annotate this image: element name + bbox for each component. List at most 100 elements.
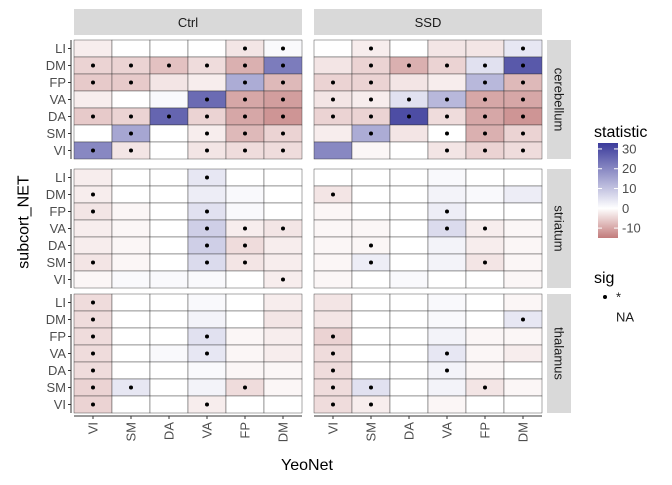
heatmap-cell — [73, 270, 113, 289]
heatmap-cell — [389, 327, 429, 346]
heatmap-cell — [465, 236, 505, 255]
heatmap-cell — [149, 378, 189, 397]
significance-dot — [483, 80, 487, 85]
significance-dot — [91, 209, 95, 214]
significance-dot — [331, 402, 335, 407]
heatmap-cell — [389, 168, 429, 187]
panel-ssd-cerebellum — [313, 39, 543, 160]
significance-dot — [521, 131, 525, 136]
y-tick-label: FP — [49, 75, 66, 90]
heatmap-cell — [263, 202, 303, 221]
heatmap-cell — [427, 39, 467, 58]
significance-dot — [331, 97, 335, 102]
heatmap-cell — [465, 361, 505, 380]
significance-dot — [483, 148, 487, 153]
heatmap-cell — [187, 39, 227, 58]
heatmap-cell — [465, 293, 505, 312]
y-tick-label: LI — [55, 41, 66, 56]
x-tick-label: SM — [364, 422, 379, 442]
color-bar-label: -10 — [622, 221, 641, 236]
significance-dot — [205, 97, 209, 102]
heatmap-cell — [263, 378, 303, 397]
panel-ctrl-thalamus — [73, 293, 303, 414]
heatmap-cell — [389, 124, 429, 143]
heatmap-cell — [149, 395, 189, 414]
heatmap-cell — [503, 168, 543, 187]
y-tick-label: SM — [47, 126, 67, 141]
heatmap-cell — [313, 141, 353, 160]
significance-dot — [243, 148, 247, 153]
significance-dot — [521, 46, 525, 51]
significance-dot — [281, 114, 285, 119]
significance-dot — [281, 63, 285, 68]
heatmap-cell — [111, 327, 151, 346]
significance-dot — [91, 114, 95, 119]
significance-dot — [281, 97, 285, 102]
significance-dot — [91, 334, 95, 339]
panel-ctrl-striatum — [73, 168, 303, 289]
significance-dot — [521, 317, 525, 322]
significance-dot — [243, 243, 247, 248]
heatmap-cell — [111, 90, 151, 109]
color-bar — [598, 143, 618, 238]
x-tick-label: DM — [516, 422, 531, 442]
facet-label: striatum — [552, 205, 567, 251]
heatmap-cell — [351, 185, 391, 204]
y-tick-label: VI — [54, 143, 66, 158]
x-tick-label: SM — [124, 422, 139, 442]
significance-dot — [205, 148, 209, 153]
facet-label: SSD — [415, 15, 442, 30]
heatmap-cell — [225, 185, 265, 204]
facet-strip-ctrl — [74, 9, 302, 35]
heatmap-cell — [149, 253, 189, 272]
significance-dot — [369, 131, 373, 136]
heatmap-cell — [389, 310, 429, 329]
significance-dot — [407, 97, 411, 102]
heatmap-cell — [149, 168, 189, 187]
x-tick-label: FP — [478, 422, 493, 439]
significance-dot — [483, 131, 487, 136]
significance-dot — [205, 63, 209, 68]
heatmap-cell — [389, 73, 429, 92]
y-tick-label: DM — [46, 312, 66, 327]
heatmap-cell — [313, 56, 353, 75]
x-tick-label: VA — [440, 422, 455, 439]
y-tick-label: VI — [54, 272, 66, 287]
significance-dot — [369, 243, 373, 248]
heatmap-cell — [389, 202, 429, 221]
significance-dot — [331, 351, 335, 356]
heatmap-cell — [149, 141, 189, 160]
heatmap-cell — [389, 219, 429, 238]
significance-dot — [91, 300, 95, 305]
heatmap-cell — [465, 168, 505, 187]
heatmap-cell — [111, 168, 151, 187]
heatmap-cell — [263, 236, 303, 255]
significance-dot — [483, 385, 487, 390]
heatmap-cell — [111, 253, 151, 272]
significance-dot — [445, 114, 449, 119]
heatmap-cell — [389, 253, 429, 272]
significance-dot — [331, 114, 335, 119]
heatmap-cell — [503, 185, 543, 204]
heatmap-cell — [149, 293, 189, 312]
x-tick-label: DM — [276, 422, 291, 442]
heatmap-cell — [465, 39, 505, 58]
significance-dot — [91, 80, 95, 85]
heatmap-cell — [149, 270, 189, 289]
heatmap-cell — [313, 39, 353, 58]
heatmap-cell — [111, 39, 151, 58]
heatmap-cell — [225, 327, 265, 346]
significance-dot — [281, 80, 285, 85]
panel-ssd-thalamus — [313, 293, 543, 414]
y-tick-label: SM — [47, 255, 67, 270]
significance-dot — [483, 260, 487, 265]
significance-dot — [205, 114, 209, 119]
heatmap-cell — [149, 73, 189, 92]
significance-dot — [243, 46, 247, 51]
heatmap-cell — [389, 344, 429, 363]
facet-label: thalamus — [552, 327, 567, 380]
significance-dot — [521, 148, 525, 153]
significance-dot — [331, 368, 335, 373]
heatmap-cell — [111, 219, 151, 238]
